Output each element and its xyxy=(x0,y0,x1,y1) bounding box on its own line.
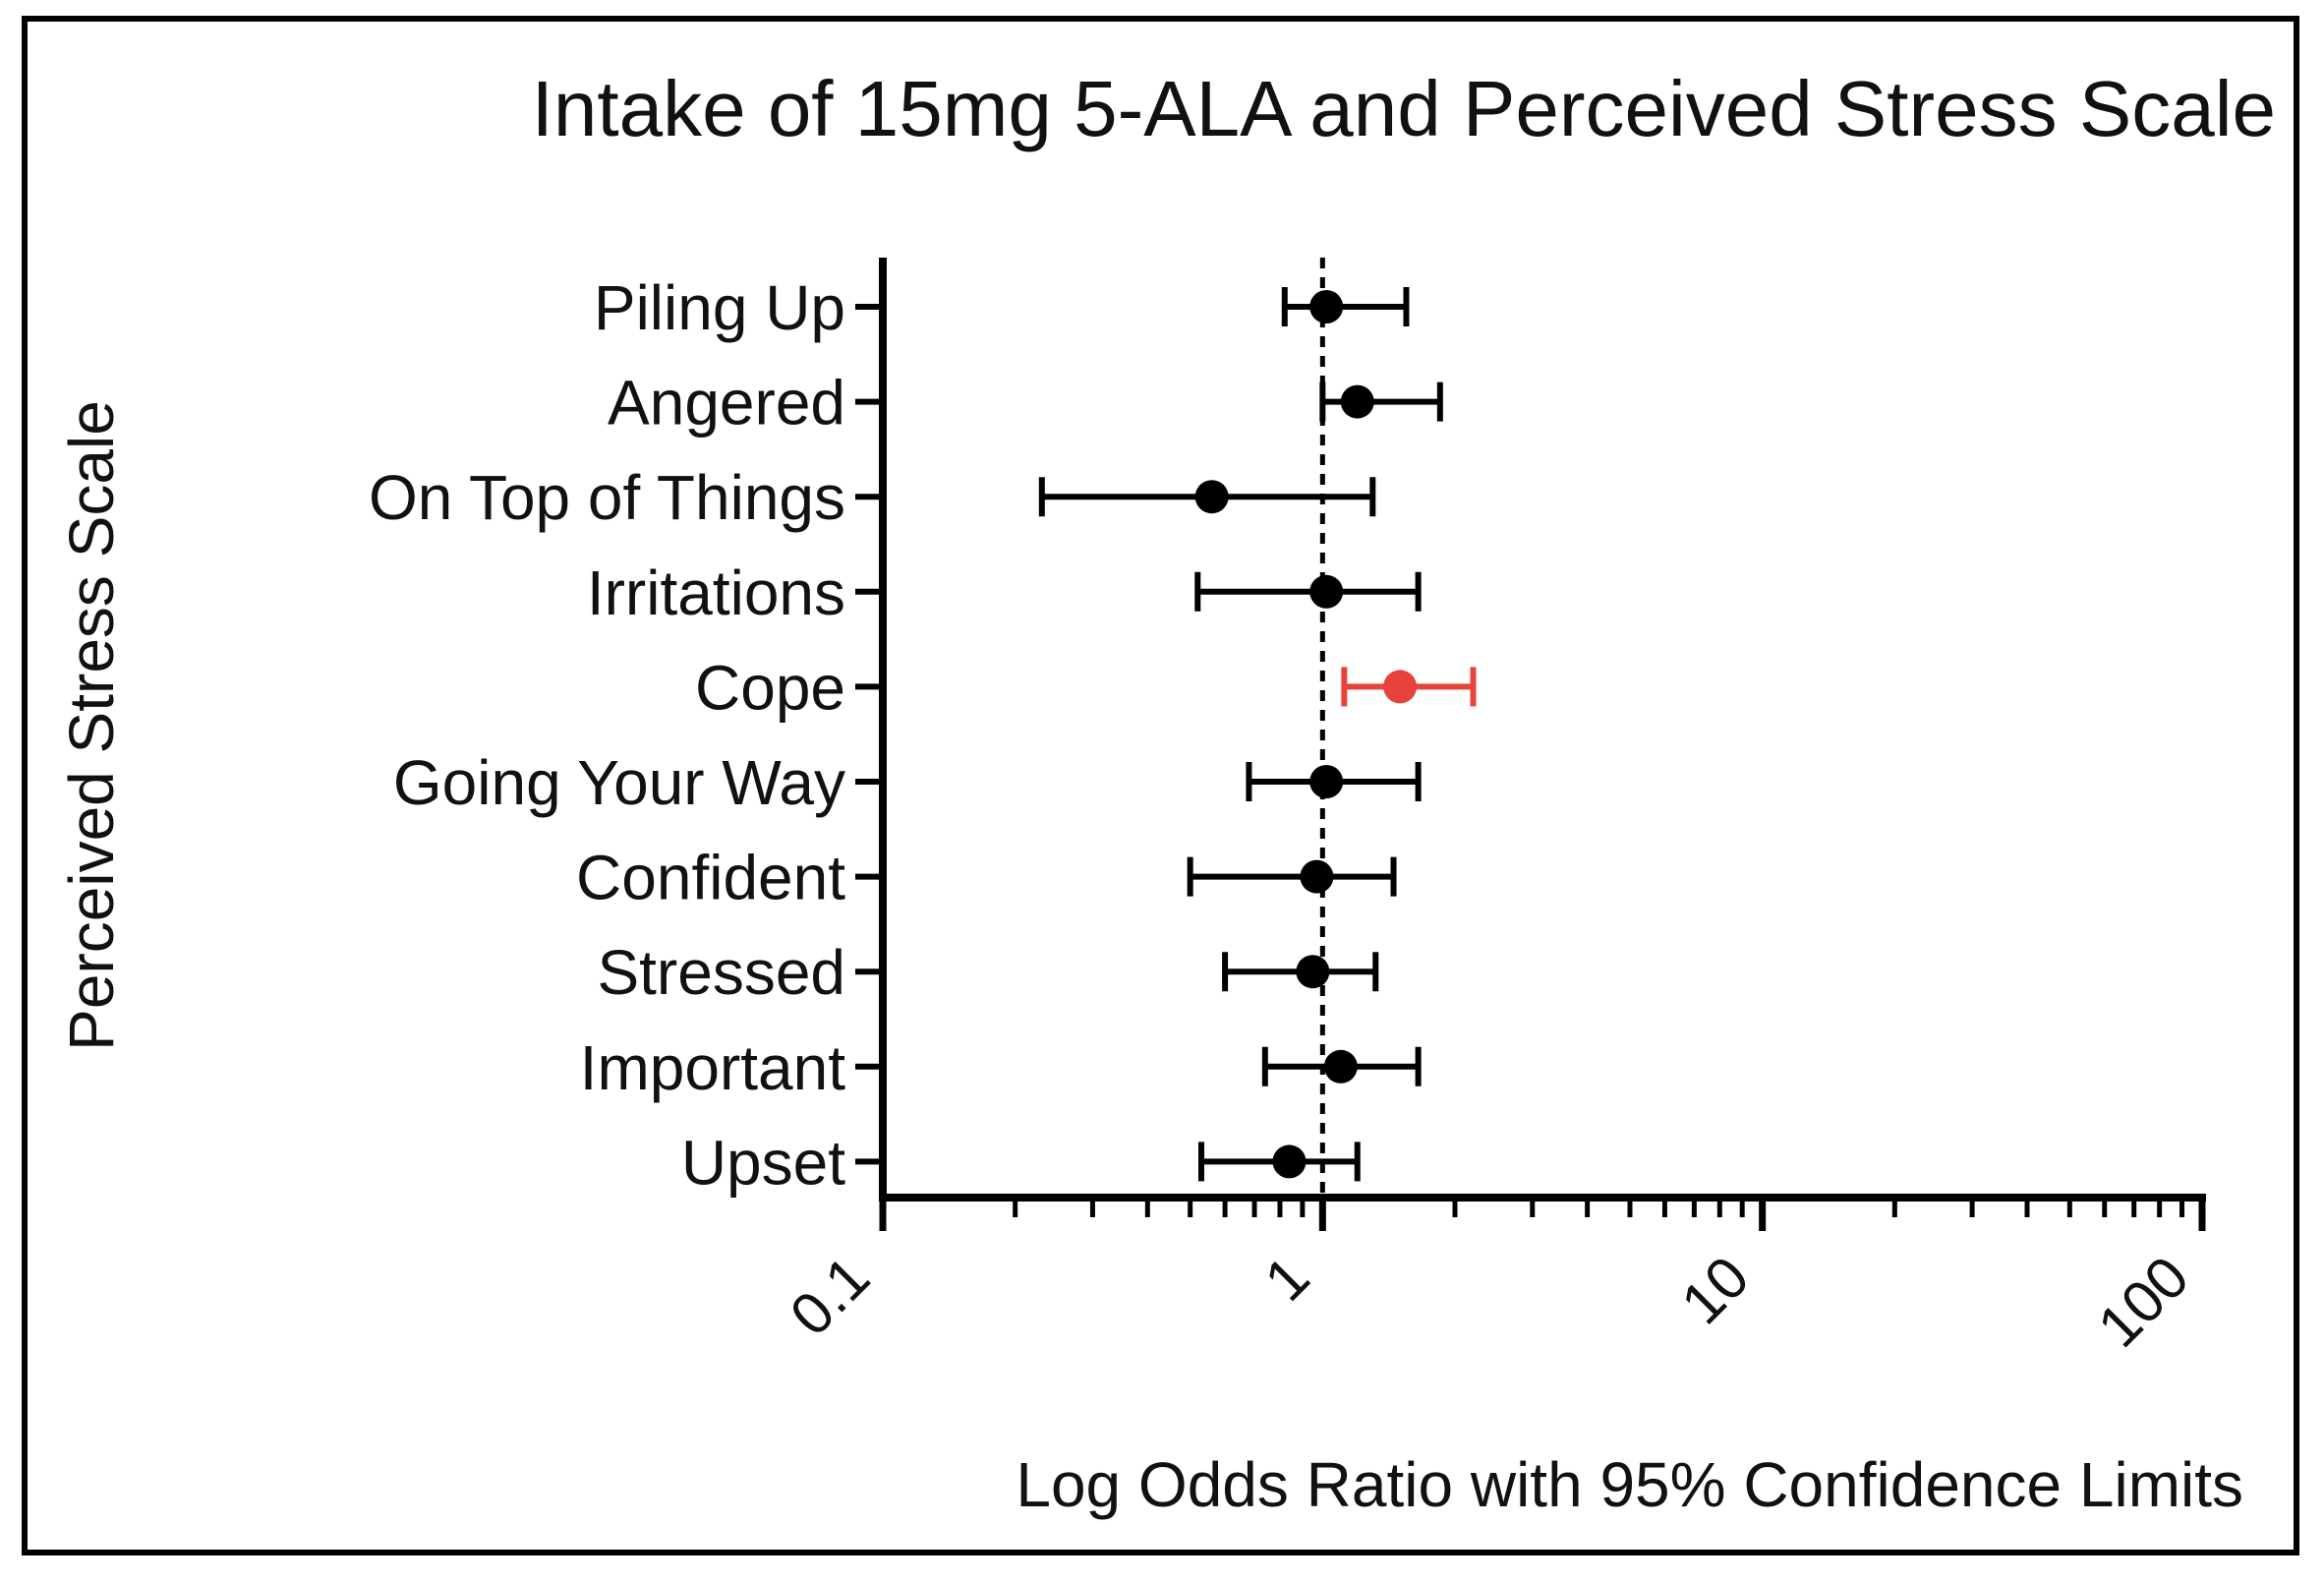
category-label: Angered xyxy=(608,368,845,439)
category-label: Important xyxy=(580,1032,846,1103)
x-tick-label: 10 xyxy=(1668,1244,1762,1337)
x-tick-label: 0.1 xyxy=(778,1244,882,1348)
chart-frame xyxy=(22,16,2299,1555)
y-axis-title: Perceived Stress Scale xyxy=(56,400,127,1051)
estimate-point xyxy=(1309,765,1344,798)
category-label: Going Your Way xyxy=(393,747,845,818)
category-label: Piling Up xyxy=(594,272,845,343)
estimate-point xyxy=(1340,384,1374,419)
x-tick-label: 100 xyxy=(2085,1244,2201,1360)
x-axis-title: Log Odds Ratio with 95% Confidence Limit… xyxy=(1016,1449,2243,1520)
estimate-point xyxy=(1309,290,1344,323)
category-label: Upset xyxy=(681,1127,845,1198)
estimate-point xyxy=(1300,859,1334,894)
category-label: Cope xyxy=(695,652,845,723)
x-tick-label: 1 xyxy=(1252,1244,1322,1314)
estimate-point xyxy=(1194,480,1229,514)
estimate-point xyxy=(1383,670,1418,704)
category-label: Confident xyxy=(576,843,845,913)
category-label: Irritations xyxy=(587,557,845,628)
estimate-point xyxy=(1323,1049,1358,1084)
estimate-point xyxy=(1309,574,1344,609)
category-label: Stressed xyxy=(597,937,845,1008)
chart-title: Intake of 15mg 5-ALA and Perceived Stres… xyxy=(532,65,2276,152)
estimate-point xyxy=(1296,955,1330,989)
category-label: On Top of Things xyxy=(369,462,845,533)
estimate-point xyxy=(1272,1144,1307,1179)
